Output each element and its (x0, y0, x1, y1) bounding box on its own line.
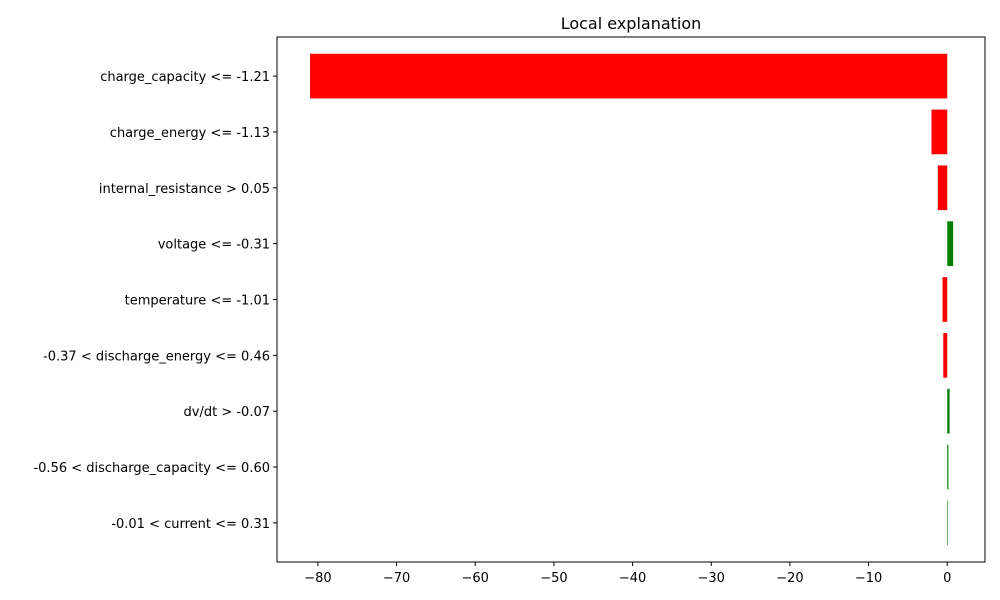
x-tick-label: −80 (304, 571, 331, 586)
bar-8 (947, 500, 948, 546)
x-tick-label: −50 (540, 571, 567, 586)
y-ticks-group: charge_capacity <= -1.21 charge_energy <=… (33, 70, 277, 532)
bars-group (310, 53, 954, 546)
x-tick-label: −60 (462, 571, 489, 586)
bar-1 (931, 109, 948, 155)
y-tick-label: voltage <= -0.31 (158, 238, 270, 253)
plot-frame (276, 36, 986, 563)
bar-3 (947, 221, 954, 266)
x-tick-label: −40 (619, 571, 646, 586)
y-tick-label: dv/dt > -0.07 (184, 405, 270, 420)
x-tick-label: 0 (943, 571, 951, 586)
bar-7 (947, 444, 949, 490)
bar-0 (310, 53, 948, 99)
x-ticks-group: −80 −70 −60 −50 −40 −30 −20 −10 0 (304, 562, 951, 586)
y-tick-label: charge_energy <= -1.13 (110, 126, 270, 141)
x-tick-label: −70 (383, 571, 410, 586)
chart-title: Local explanation (561, 14, 702, 33)
y-tick-label: charge_capacity <= -1.21 (100, 70, 270, 85)
bar-5 (943, 333, 948, 378)
y-tick-label: -0.01 < current <= 0.31 (111, 517, 270, 532)
bar-6 (947, 388, 950, 434)
bar-2 (937, 165, 948, 211)
y-tick-label: -0.56 < discharge_capacity <= 0.60 (33, 461, 270, 476)
y-tick-label: temperature <= -1.01 (125, 294, 270, 309)
x-tick-label: −20 (776, 571, 803, 586)
y-tick-label: internal_resistance > 0.05 (99, 182, 270, 197)
bar-4 (942, 277, 948, 322)
y-tick-label: -0.37 < discharge_energy <= 0.46 (43, 349, 270, 364)
x-tick-label: −30 (698, 571, 725, 586)
x-tick-label: −10 (855, 571, 882, 586)
